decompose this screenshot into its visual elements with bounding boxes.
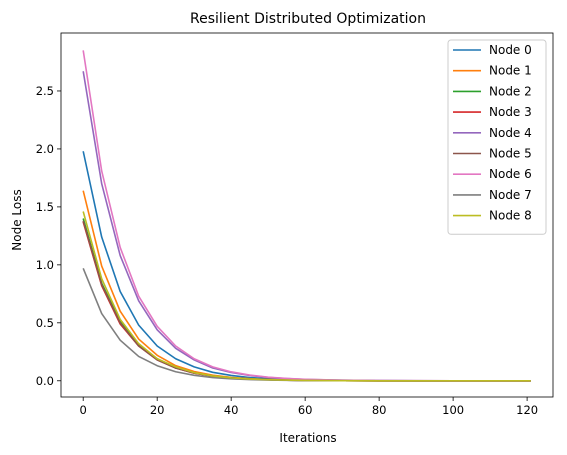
y-tick-label: 0.5 [36, 316, 54, 330]
legend-label-node-7: Node 7 [489, 188, 532, 202]
y-tick-label: 0.0 [36, 374, 54, 388]
y-tick-label: 2.5 [36, 84, 54, 98]
x-axis-label: Iterations [279, 431, 336, 445]
legend-box [447, 39, 547, 235]
legend-label-node-1: Node 1 [489, 64, 532, 78]
x-axis-ticks: 0 20 40 60 80 100 120 [80, 397, 538, 417]
y-tick-label: 1.5 [36, 200, 54, 214]
x-tick-label: 20 [150, 403, 165, 417]
legend-label-node-6: Node 6 [489, 167, 532, 181]
x-tick-label: 40 [224, 403, 239, 417]
legend-label-node-2: Node 2 [489, 84, 532, 98]
legend-label-node-5: Node 5 [489, 147, 532, 161]
x-tick-label: 0 [80, 403, 87, 417]
axes-frame [60, 32, 554, 398]
y-tick-label: 1.0 [36, 258, 54, 272]
x-tick-label: 80 [372, 403, 387, 417]
series-lines [82, 50, 531, 382]
chart-title: Resilient Distributed Optimization [190, 11, 426, 27]
legend-label-node-0: Node 0 [489, 43, 532, 57]
legend-label-node-3: Node 3 [489, 105, 532, 119]
y-tick-label: 2.0 [36, 142, 54, 156]
legend-label-node-8: Node 8 [489, 209, 532, 223]
legend: Node 0 Node 1 Node 2 Node 3 Node 4 Node 5 Node… [447, 39, 547, 235]
y-axis-label: Node Loss [10, 189, 24, 250]
legend-label-node-4: Node 4 [489, 126, 532, 140]
series-line-node-8 [82, 211, 531, 382]
x-tick-label: 120 [516, 403, 538, 417]
x-tick-label: 100 [442, 403, 464, 417]
y-axis-ticks: 0.0 0.5 1.0 1.5 2.0 2.5 [36, 84, 61, 388]
x-tick-label: 60 [298, 403, 313, 417]
